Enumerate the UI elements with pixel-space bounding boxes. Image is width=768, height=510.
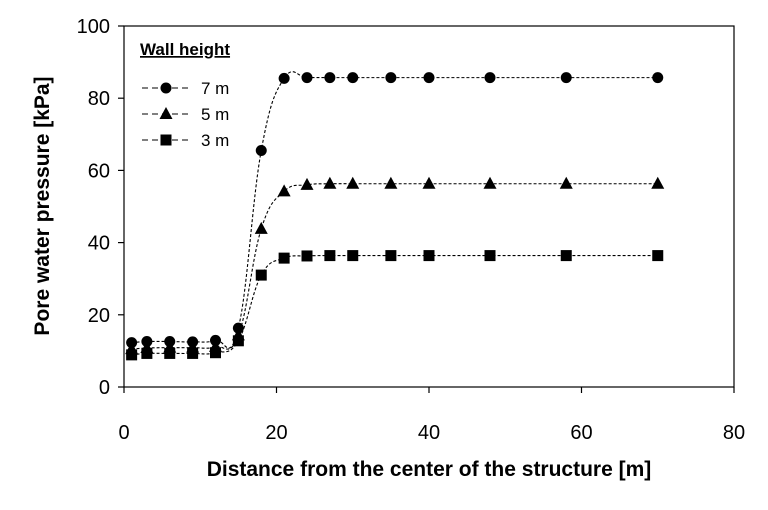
legend-label: 7 m bbox=[201, 79, 229, 98]
data-point-circle bbox=[255, 145, 267, 157]
data-point-triangle bbox=[254, 221, 268, 234]
legend-label: 3 m bbox=[201, 131, 229, 150]
legend-item: 3 m bbox=[142, 131, 229, 150]
x-axis-label: Distance from the center of the structur… bbox=[207, 458, 652, 481]
data-point-circle bbox=[652, 72, 664, 84]
x-tick-label: 60 bbox=[570, 422, 592, 444]
data-point-circle bbox=[301, 72, 313, 84]
series-line-triangle bbox=[131, 183, 658, 350]
data-point-square bbox=[278, 252, 290, 264]
data-point-square bbox=[301, 250, 313, 262]
y-tick-label: 60 bbox=[88, 160, 110, 182]
y-tick-label: 0 bbox=[99, 377, 110, 399]
data-point-triangle bbox=[323, 176, 337, 189]
data-point-circle bbox=[278, 72, 290, 84]
data-point-square bbox=[484, 250, 496, 262]
data-point-triangle bbox=[384, 176, 398, 189]
data-point-square bbox=[187, 347, 199, 359]
data-point-square bbox=[164, 347, 176, 359]
data-point-circle bbox=[347, 72, 359, 84]
y-axis-label: Pore water pressure [kPa] bbox=[31, 76, 54, 335]
data-point-triangle bbox=[422, 176, 436, 189]
data-point-triangle bbox=[483, 176, 497, 189]
y-axis-ticks: 0 20 40 60 80 100 bbox=[77, 16, 124, 399]
data-point-square bbox=[324, 250, 336, 262]
legend-marker-circle bbox=[160, 82, 172, 94]
legend: Wall height 7 m 5 m 3 m bbox=[140, 40, 230, 150]
x-axis-ticks: 0 20 40 60 80 bbox=[118, 387, 745, 444]
data-point-square bbox=[255, 269, 267, 281]
data-point-circle bbox=[560, 72, 572, 84]
data-point-square bbox=[423, 250, 435, 262]
legend-label: 5 m bbox=[201, 105, 229, 124]
data-point-circle bbox=[385, 72, 397, 84]
x-tick-label: 40 bbox=[418, 422, 440, 444]
data-point-circle bbox=[232, 322, 244, 334]
data-point-square bbox=[347, 250, 359, 262]
plot-area bbox=[123, 25, 735, 388]
data-point-square bbox=[652, 250, 664, 262]
legend-item: 7 m bbox=[142, 79, 229, 98]
x-tick-label: 0 bbox=[118, 422, 129, 444]
data-point-square bbox=[141, 347, 153, 359]
data-point-square bbox=[126, 349, 138, 361]
data-point-square bbox=[232, 335, 244, 347]
data-point-square bbox=[560, 250, 572, 262]
y-tick-label: 100 bbox=[77, 16, 110, 38]
y-tick-label: 20 bbox=[88, 305, 110, 327]
series-line-circle bbox=[131, 71, 658, 349]
x-tick-label: 80 bbox=[723, 422, 745, 444]
data-point-triangle bbox=[277, 184, 291, 197]
y-tick-label: 40 bbox=[88, 233, 110, 255]
data-point-circle bbox=[324, 72, 336, 84]
data-point-circle bbox=[423, 72, 435, 84]
data-point-triangle bbox=[651, 176, 665, 189]
series-markers bbox=[125, 72, 665, 361]
series-line-square bbox=[131, 255, 658, 356]
data-point-triangle bbox=[346, 176, 360, 189]
legend-item: 5 m bbox=[142, 105, 229, 124]
data-point-triangle bbox=[559, 176, 573, 189]
x-tick-label: 20 bbox=[265, 422, 287, 444]
y-tick-label: 80 bbox=[88, 88, 110, 110]
legend-marker-triangle bbox=[159, 107, 173, 119]
data-point-square bbox=[210, 347, 221, 359]
legend-title: Wall height bbox=[140, 40, 230, 59]
data-point-triangle bbox=[300, 177, 314, 190]
data-point-square bbox=[385, 250, 397, 262]
legend-marker-square bbox=[160, 134, 172, 146]
series-lines bbox=[131, 71, 658, 356]
data-point-circle bbox=[484, 72, 496, 84]
